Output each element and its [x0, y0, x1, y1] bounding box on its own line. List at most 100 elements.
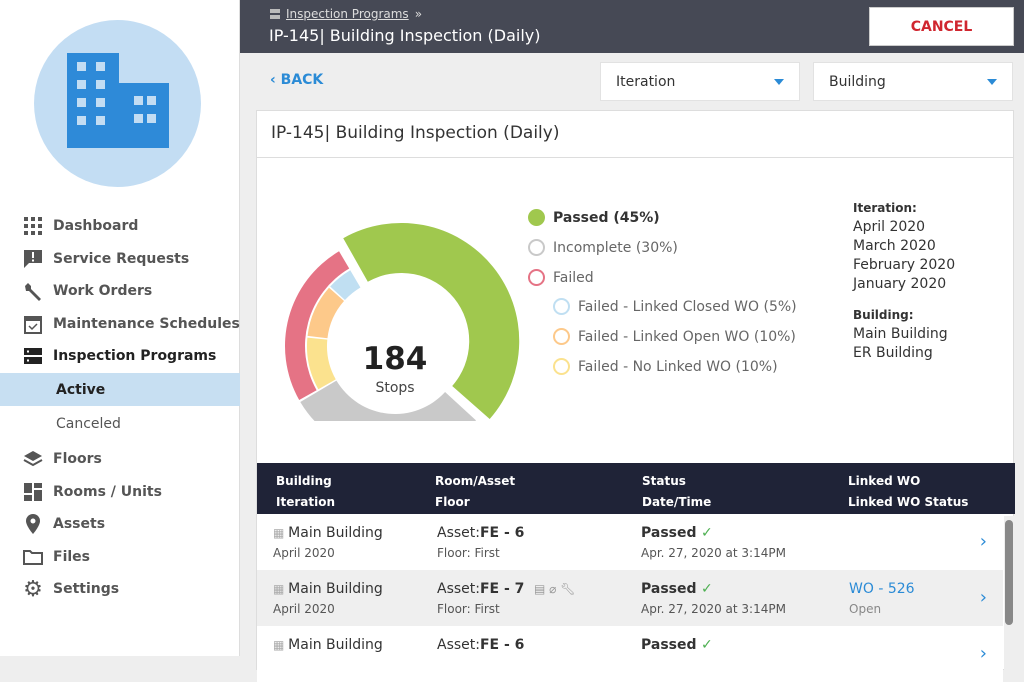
grid-icon [23, 216, 43, 236]
donut-inner-slice[interactable] [330, 270, 361, 300]
sidebar-item-assets[interactable]: Assets [0, 508, 240, 540]
header-room-floor[interactable]: Room/Asset Floor [435, 471, 515, 513]
header-label: Linked WO Status [848, 495, 969, 509]
header-linked-wo[interactable]: Linked WO Linked WO Status [848, 471, 968, 513]
sidebar-subitem-canceled[interactable]: Canceled [56, 415, 121, 432]
card-title: IP-145| Building Inspection (Daily) [257, 111, 1013, 158]
sidebar-item-label: Work Orders [53, 283, 153, 299]
inspection-card: IP-145| Building Inspection (Daily) 184 … [256, 110, 1015, 682]
sidebar: Dashboard Service Requests Work Orders M… [0, 0, 240, 656]
legend-failed[interactable]: Failed [528, 269, 594, 286]
status: Passed [641, 637, 697, 653]
legend-label: Failed - No Linked WO (10%) [578, 358, 778, 375]
donut-inner-slice[interactable] [307, 287, 345, 339]
donut-chart: 184 Stops [285, 222, 520, 421]
header-building-iteration[interactable]: Building Iteration [276, 471, 335, 513]
chevron-right-icon[interactable]: › [979, 587, 987, 608]
legend-failed-closed-wo[interactable]: Failed - Linked Closed WO (5%) [553, 298, 797, 315]
chevron-right-icon[interactable]: › [979, 531, 987, 552]
table-row[interactable]: ▦ Main Building April 2020 Asset:FE - 6 Fl… [257, 514, 1003, 570]
sidebar-item-label: Files [53, 549, 90, 565]
sidebar-item-maintenance-schedules[interactable]: Maintenance Schedules [0, 308, 240, 340]
iteration-value: January 2020 [853, 276, 947, 292]
building-value: Main Building [853, 326, 948, 342]
iteration-dropdown-label: Iteration [616, 73, 676, 90]
sidebar-item-settings[interactable]: ⚙ Settings [0, 573, 240, 605]
iteration-value: March 2020 [853, 238, 936, 254]
table-row[interactable]: ▦ Main Building April 2020 Asset:FE - 7 Fl… [257, 570, 1003, 626]
check-icon: ✓ [700, 637, 713, 653]
status: Passed [641, 581, 697, 597]
sidebar-item-files[interactable]: Files [0, 541, 240, 573]
sidebar-item-service-requests[interactable]: Service Requests [0, 243, 240, 275]
linked-wo-link[interactable]: WO - 526 [849, 581, 915, 597]
linked-wo-status: Open [849, 602, 882, 616]
donut-slice-passed[interactable] [343, 222, 520, 420]
sidebar-item-label: Settings [53, 581, 120, 597]
comment-icon: ▤ [534, 582, 546, 596]
chevron-right-icon[interactable]: › [979, 643, 987, 664]
page-title: IP-145| Building Inspection (Daily) [269, 26, 541, 45]
building-icon [67, 53, 169, 148]
wrench-icon [23, 281, 43, 301]
sidebar-item-floors[interactable]: Floors [0, 443, 240, 475]
gear-icon: ⚙ [23, 576, 43, 602]
legend-label: Failed - Linked Open WO (10%) [578, 328, 796, 345]
cancel-button[interactable]: CANCEL [869, 7, 1014, 46]
sidebar-subitem-active[interactable]: Active [0, 373, 240, 406]
sidebar-item-label: Service Requests [53, 251, 190, 267]
sidebar-item-label: Floors [53, 451, 102, 467]
filter-summary: Iteration: April 2020 March 2020 Februar… [853, 199, 955, 363]
layers-icon [23, 449, 43, 469]
header-status-date[interactable]: Status Date/Time [642, 471, 711, 513]
legend-failed-no-wo[interactable]: Failed - No Linked WO (10%) [553, 358, 778, 375]
building-dropdown[interactable]: Building [813, 62, 1013, 101]
iteration-value: February 2020 [853, 257, 956, 273]
table-row[interactable]: ▦ Main Building Asset:FE - 6 Passed ✓ › [257, 626, 1003, 682]
asset-id: FE - 6 [479, 637, 525, 653]
iteration-summary-label: Iteration: [853, 201, 917, 215]
back-button[interactable]: ‹ BACK [270, 72, 323, 88]
donut-slice-incomplete[interactable] [300, 380, 477, 421]
building-name: Main Building [288, 525, 383, 541]
calendar-check-icon [23, 314, 43, 334]
sidebar-item-rooms-units[interactable]: Rooms / Units [0, 476, 240, 508]
iteration: April 2020 [273, 602, 335, 616]
caret-down-icon [774, 78, 784, 85]
folder-icon [23, 547, 43, 567]
breadcrumb-inspection-programs-link[interactable]: Inspection Programs [286, 7, 409, 21]
legend-incomplete[interactable]: Incomplete (30%) [528, 239, 678, 256]
header-label: Room/Asset [435, 474, 516, 488]
scrollbar[interactable] [1004, 516, 1014, 671]
top-bar: Inspection Programs » IP-145| Building I… [240, 0, 1024, 53]
iteration-dropdown[interactable]: Iteration [600, 62, 800, 101]
breadcrumb-separator: » [414, 7, 423, 21]
donut-inner-slice[interactable] [307, 337, 336, 390]
building-logo [34, 20, 201, 187]
date-time: Apr. 27, 2020 at 3:14PM [641, 546, 786, 560]
status: Passed [641, 525, 697, 541]
sidebar-item-work-orders[interactable]: Work Orders [0, 275, 240, 307]
header-label: Linked WO [848, 474, 921, 488]
donut-slice-failed[interactable] [285, 251, 350, 401]
total-stops-label: Stops [375, 380, 414, 396]
legend-passed[interactable]: Passed (45%) [528, 209, 660, 226]
iteration-value: April 2020 [853, 219, 926, 235]
sidebar-item-inspection-programs[interactable]: Inspection Programs [0, 340, 240, 372]
legend-failed-open-wo[interactable]: Failed - Linked Open WO (10%) [553, 328, 796, 345]
date-time: Apr. 27, 2020 at 3:14PM [641, 602, 786, 616]
scrollbar-thumb[interactable] [1005, 520, 1013, 625]
sidebar-item-dashboard[interactable]: Dashboard [0, 210, 240, 242]
chevron-left-icon: ‹ [270, 72, 281, 88]
server-icon [23, 346, 43, 366]
asset-id: FE - 7 [479, 581, 525, 597]
header-label: Iteration [276, 495, 335, 509]
map-pin-icon [23, 514, 43, 534]
server-icon [270, 9, 280, 19]
alert-message-icon [23, 249, 43, 269]
building-small-icon: ▦ [273, 526, 289, 540]
legend-dot [528, 239, 545, 256]
building-small-icon: ▦ [273, 582, 289, 596]
asset-prefix: Asset: [437, 581, 480, 597]
asset-prefix: Asset: [437, 637, 480, 653]
